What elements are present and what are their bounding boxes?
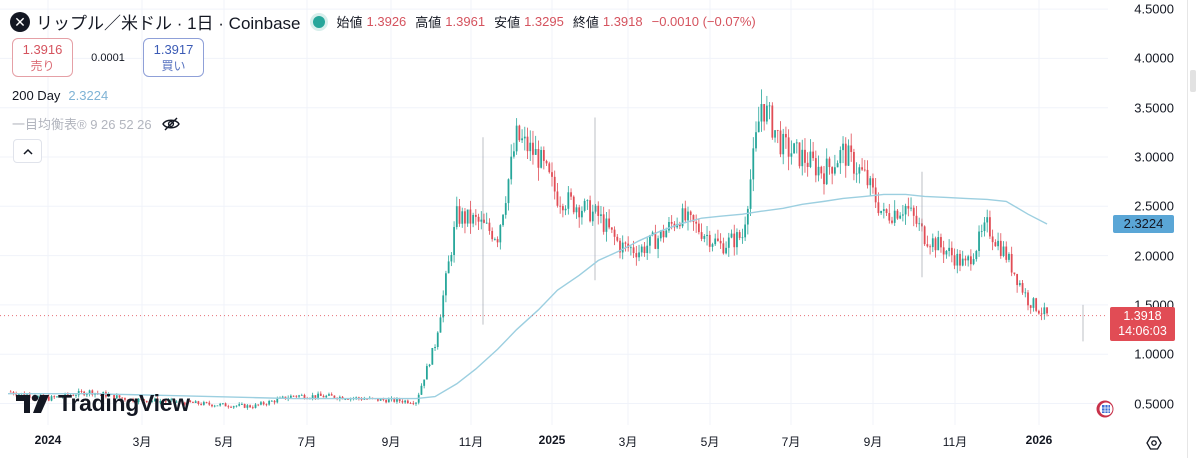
time-axis-label: 5月 [214,435,234,449]
price-axis-label: 3.0000 [1134,149,1174,165]
buy-label: 買い [161,58,186,73]
last-price-tag: 1.3918 14:06:03 [1110,307,1175,341]
high-label: 高値 [415,15,442,30]
sell-price: 1.3916 [22,41,63,57]
price-axis-label: 4.0000 [1134,50,1174,66]
side-panel-handle[interactable] [1190,70,1196,92]
time-axis-label: 5月 [700,435,720,449]
time-axis-label: 3月 [132,435,152,449]
open-value: 1.3926 [366,14,407,29]
time-axis-label: 2026 [1025,433,1053,447]
spread-value: 0.0001 [91,51,125,64]
sell-button[interactable]: 1.3916 売り [12,38,73,77]
buy-button[interactable]: 1.3917 買い [143,38,204,77]
time-axis-label: 11月 [458,435,484,449]
sell-label: 売り [30,58,55,73]
time-axis-label: 2024 [34,433,62,447]
price-axis-label: 4.5000 [1134,1,1174,17]
high-value: 1.3961 [445,14,486,29]
change-value: −0.0010 (−0.07%) [651,14,756,29]
x-circle-icon: ✕ [10,11,30,32]
time-axis-label: 9月 [381,435,401,449]
ichimoku-indicator-legend[interactable]: 一目均衡表® 9 26 52 26 [12,114,180,133]
ichimoku-label: 一目均衡表® 9 26 52 26 [12,117,152,132]
open-label: 始値 [336,15,363,30]
price-axis-label: 2.0000 [1134,248,1174,264]
bar-countdown: 14:06:03 [1118,324,1167,338]
close-label: 終値 [572,15,599,30]
time-axis-label: 7月 [297,435,317,449]
branding-text: TradingView [58,390,190,416]
chevron-up-icon [22,148,33,155]
economic-events-icon[interactable] [1096,400,1114,418]
ma-price-tag: 2.3224 [1113,215,1174,233]
time-axis-label: 7月 [781,435,801,449]
ohlc-values: 始値 1.3926 高値 1.3961 安値 1.3295 終値 1.3918 … [337,12,761,31]
ma-label: 200 Day [12,88,61,103]
time-axis-label: 9月 [863,435,883,449]
low-value: 1.3295 [524,14,564,29]
time-axis-label: 2025 [538,433,566,447]
price-axis-label: 3.5000 [1134,100,1174,116]
collapse-legend-button[interactable] [13,139,42,163]
time-axis-label: 3月 [618,435,638,449]
buy-price: 1.3917 [153,41,194,57]
price-axis-label: 0.5000 [1134,396,1174,411]
price-axis-label: 1.0000 [1134,346,1174,362]
settings-icon[interactable] [1146,435,1162,451]
low-label: 安値 [494,15,521,30]
ma-indicator-legend[interactable]: 200 Day 2.3224 [12,88,108,103]
tradingview-logo[interactable]: TradingView [16,390,190,417]
panel-divider [1187,0,1188,458]
market-status-icon [312,15,325,28]
close-value: 1.3918 [602,14,643,29]
trade-panel: 1.3916 売り 0.0001 1.3917 買い [12,38,204,77]
symbol-title[interactable]: リップル／米ドル · 1日 · Coinbase [36,14,301,33]
ma-value: 2.3224 [68,88,109,103]
time-axis-label: 11月 [942,435,968,449]
price-axis-label: 2.5000 [1134,198,1174,214]
symbol-legend: ✕ リップル／米ドル · 1日 · Coinbase 始値 1.3926 高値 … [10,9,761,34]
last-price: 1.3918 [1123,309,1162,323]
eye-off-icon[interactable] [161,117,180,131]
tradingview-mark-icon [16,394,49,413]
